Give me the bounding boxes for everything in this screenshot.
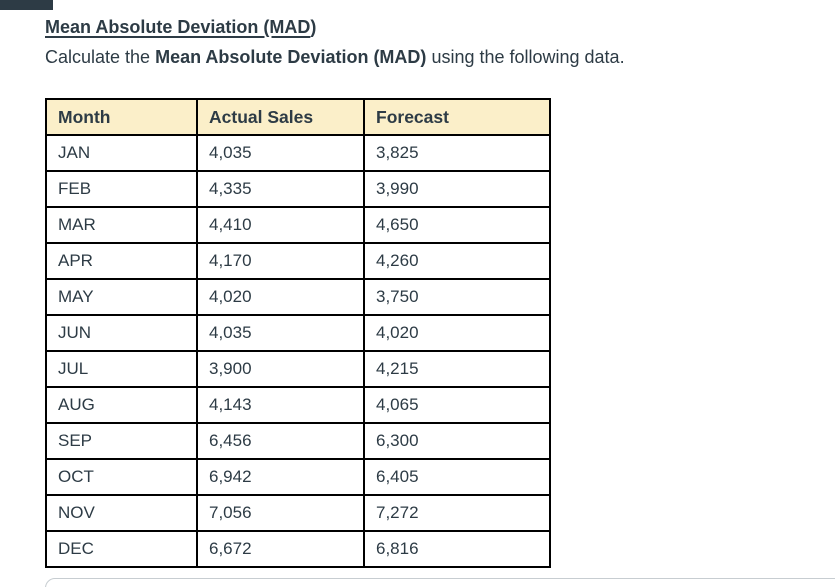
instruction-prefix: Calculate the — [45, 47, 156, 67]
actual-cell: 6,942 — [196, 458, 365, 496]
page-title-underlined-text: Mean Absolute Deviation (MAD — [45, 17, 311, 37]
page-title: Mean Absolute Deviation (MAD) — [45, 14, 625, 41]
actual-cell: 4,410 — [196, 206, 365, 244]
column-header-actual-sales: Actual Sales — [196, 98, 365, 136]
forecast-cell: 6,816 — [363, 530, 551, 568]
table-row: MAY 4,020 3,750 — [45, 278, 551, 316]
mad-data-table: Month Actual Sales Forecast JAN 4,035 3,… — [45, 98, 551, 568]
month-cell: FEB — [45, 170, 198, 208]
actual-cell: 3,900 — [196, 350, 365, 388]
month-cell: DEC — [45, 530, 198, 568]
table-row: JUN 4,035 4,020 — [45, 314, 551, 352]
instruction-text: Calculate the Mean Absolute Deviation (M… — [45, 44, 625, 71]
forecast-cell: 4,260 — [363, 242, 551, 280]
month-cell: APR — [45, 242, 198, 280]
actual-cell: 4,020 — [196, 278, 365, 316]
month-cell: JUN — [45, 314, 198, 352]
month-cell: OCT — [45, 458, 198, 496]
forecast-cell: 4,215 — [363, 350, 551, 388]
month-cell: SEP — [45, 422, 198, 460]
forecast-cell: 3,825 — [363, 134, 551, 172]
table-row: NOV 7,056 7,272 — [45, 494, 551, 532]
page-title-trailing-paren: ) — [310, 17, 317, 37]
table-row: OCT 6,942 6,405 — [45, 458, 551, 496]
actual-cell: 7,056 — [196, 494, 365, 532]
month-cell: JAN — [45, 134, 198, 172]
table-row: APR 4,170 4,260 — [45, 242, 551, 280]
actual-cell: 4,035 — [196, 134, 365, 172]
table-row: FEB 4,335 3,990 — [45, 170, 551, 208]
instruction-bold-term: Mean Absolute Deviation (MAD) — [155, 47, 427, 67]
next-section-card-edge — [45, 578, 835, 587]
forecast-cell: 4,650 — [363, 206, 551, 244]
table-row: JUL 3,900 4,215 — [45, 350, 551, 388]
instruction-suffix: using the following data. — [426, 47, 625, 67]
month-cell: MAR — [45, 206, 198, 244]
forecast-cell: 6,405 — [363, 458, 551, 496]
month-cell: JUL — [45, 350, 198, 388]
column-header-month: Month — [45, 98, 198, 136]
forecast-cell: 6,300 — [363, 422, 551, 460]
table-header-row: Month Actual Sales Forecast — [45, 98, 551, 136]
column-header-forecast: Forecast — [363, 98, 551, 136]
actual-cell: 6,456 — [196, 422, 365, 460]
month-cell: AUG — [45, 386, 198, 424]
table-row: AUG 4,143 4,065 — [45, 386, 551, 424]
table-row: MAR 4,410 4,650 — [45, 206, 551, 244]
table-row: JAN 4,035 3,825 — [45, 134, 551, 172]
month-cell: NOV — [45, 494, 198, 532]
toolbar-fragment — [0, 0, 53, 10]
forecast-cell: 7,272 — [363, 494, 551, 532]
forecast-cell: 4,020 — [363, 314, 551, 352]
table-row: DEC 6,672 6,816 — [45, 530, 551, 568]
actual-cell: 4,143 — [196, 386, 365, 424]
forecast-cell: 3,750 — [363, 278, 551, 316]
actual-cell: 6,672 — [196, 530, 365, 568]
actual-cell: 4,035 — [196, 314, 365, 352]
month-cell: MAY — [45, 278, 198, 316]
actual-cell: 4,170 — [196, 242, 365, 280]
forecast-cell: 3,990 — [363, 170, 551, 208]
forecast-cell: 4,065 — [363, 386, 551, 424]
document-content: Mean Absolute Deviation (MAD) Calculate … — [45, 14, 625, 568]
actual-cell: 4,335 — [196, 170, 365, 208]
table-row: SEP 6,456 6,300 — [45, 422, 551, 460]
